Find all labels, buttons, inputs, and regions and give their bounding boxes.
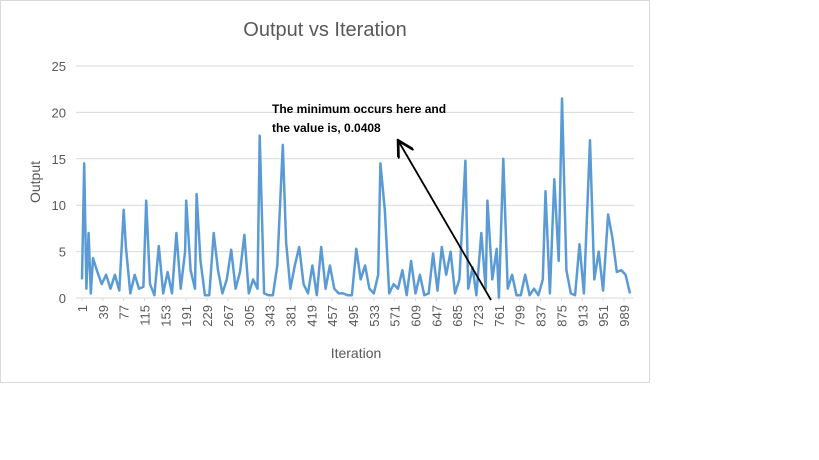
x-tick-label: 153 (158, 305, 173, 327)
y-tick-label: 15 (52, 152, 66, 167)
x-tick-label: 343 (263, 305, 278, 327)
x-tick-label: 381 (283, 305, 298, 327)
x-tick-label: 39 (96, 305, 111, 319)
x-tick-label: 989 (617, 305, 632, 327)
x-tick-label: 115 (138, 305, 153, 326)
x-tick-label: 837 (534, 305, 549, 327)
y-axis-label: Output (27, 161, 43, 203)
x-tick-label: 685 (450, 305, 465, 327)
x-tick-label: 799 (513, 305, 528, 327)
annotation: the value is, 0.0408 (272, 121, 381, 135)
plot-area: 0 5 10 15 20 25 1 39 77 115 153 191 229 267 305 343 381 4… (52, 59, 634, 327)
x-tick-label: 229 (200, 305, 215, 327)
y-tick-label: 5 (59, 245, 66, 260)
x-tick-label: 609 (409, 305, 424, 327)
x-tick-label: 571 (388, 305, 403, 327)
x-tick-label: 533 (367, 305, 382, 327)
y-tick-label: 20 (52, 105, 66, 120)
x-tick-label: 495 (346, 305, 361, 327)
chart-title: Output vs Iteration (243, 19, 406, 41)
annotation: The minimum occurs here and (272, 102, 446, 116)
x-tick-label: 723 (471, 305, 486, 327)
x-axis-label: Iteration (331, 345, 382, 361)
x-tick-label: 875 (554, 305, 569, 327)
x-tick-label: 305 (242, 305, 257, 327)
x-tick-label: 1 (75, 305, 90, 312)
y-tick-label: 0 (59, 291, 66, 306)
annotation-arrow (399, 142, 492, 301)
chart-border (0, 0, 650, 383)
x-tick-label: 761 (492, 305, 507, 327)
x-tick-label: 951 (596, 305, 611, 327)
x-tick-label: 77 (117, 305, 132, 319)
y-tick-label: 25 (52, 59, 66, 74)
x-tick-label: 191 (179, 305, 194, 327)
x-tick-label: 457 (325, 305, 340, 327)
x-tick-label: 913 (575, 305, 590, 327)
x-tick-label: 419 (304, 305, 319, 327)
x-tick-label: 267 (221, 305, 236, 327)
y-tick-label: 10 (52, 198, 66, 213)
x-tick-label: 647 (429, 305, 444, 327)
line-series (80, 97, 632, 299)
